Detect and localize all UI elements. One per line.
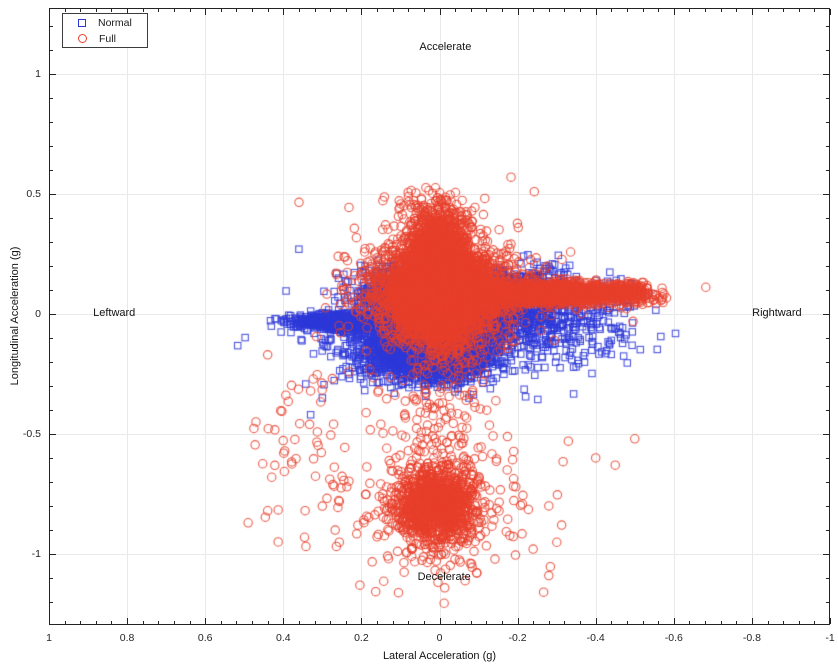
legend-item-normal: Normal xyxy=(78,16,147,29)
normal-square-marker-icon xyxy=(78,18,86,27)
legend-label-normal: Normal xyxy=(98,16,132,29)
annotation-decelerate: Decelerate xyxy=(417,571,471,583)
annotation-leftward: Leftward xyxy=(93,307,136,320)
annotation-accelerate: Accelerate xyxy=(419,41,472,54)
full-circle-marker-icon xyxy=(78,34,87,43)
legend: Normal Full xyxy=(62,13,148,48)
legend-label-full: Full xyxy=(99,32,116,45)
legend-item-full: Full xyxy=(78,32,147,45)
annotation-rightward: Rightward xyxy=(752,307,802,320)
